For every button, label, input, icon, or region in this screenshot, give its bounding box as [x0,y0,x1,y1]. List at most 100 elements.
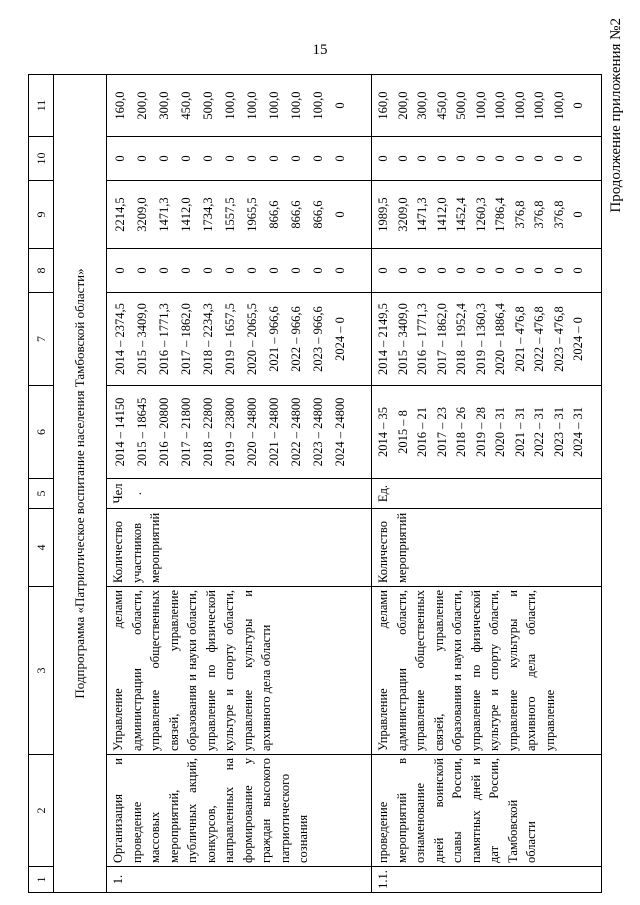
value-line: 2019 – 1657,5 [223,303,237,375]
column-number-cell: 5 [28,478,54,509]
value-line: 2017 – 1862,0 [434,303,449,375]
value-line: 1786,4 [493,197,507,232]
value-line: 0 [512,155,527,162]
value-line: 0 [267,267,281,274]
event-name-cell: Организация и проведение массовых меропр… [106,754,372,867]
value-line: 2018 – 1952,4 [454,303,468,375]
value-line: 0 [454,155,468,162]
value-line: 2020 – 24800 [245,397,259,467]
value-line: 100,0 [245,91,259,120]
value-line: 100,0 [512,91,527,120]
value-line: 100,0 [289,91,303,120]
value-line: 3209,0 [395,197,410,232]
value-line: 0 [333,267,347,274]
value-line: 0 [245,155,259,162]
value-line: 450,0 [434,91,449,120]
value-line: 0 [311,267,325,274]
value-line: 100,0 [267,91,281,120]
value-line: 2023 – 476,8 [551,306,566,372]
indicator-values-cell: 2014 – 14150 2015 – 18645 2016 – 20800 2017… [106,385,372,479]
value-line: 0 [201,155,215,162]
value-line: 2014 – 14150 [113,397,127,467]
unit-cell: Ед. [371,478,602,509]
column-number-cell: 3 [28,586,54,755]
value-line: 160,0 [113,91,127,120]
value-line: 2214,5 [113,197,127,232]
value-line: 0 [201,267,215,274]
value-line: 0 [532,155,546,162]
value-line: 450,0 [179,91,193,120]
value-line: 500,0 [201,91,215,120]
value-line: 2021 – 966,6 [267,306,281,372]
value-line: 2021 – 476,8 [512,306,527,372]
value-line: 2014 – 2149,5 [376,303,390,375]
column-number-cell: 1 [28,866,54,893]
value-line: 2018 – 26 [454,407,468,457]
funding-total-cell: 2014 – 2149,5 2015 – 3409,0 2016 – 1771,3 2… [371,292,602,386]
value-line: 0 [551,267,566,274]
column-number-cell: 8 [28,248,54,293]
value-line: 0 [532,267,546,274]
value-line: 2014 – 2374,5 [113,303,127,375]
value-line: 2015 – 3409,0 [135,303,149,375]
value-line: 2015 – 3409,0 [395,303,410,375]
value-list: 2014 – 2374,5 2015 – 3409,0 2016 – 1771,3 2… [109,296,351,382]
value-line: 0 [415,155,429,162]
value-line: 0 [395,155,410,162]
value-line: 2014 – 35 [376,407,390,457]
value-line: 1452,4 [454,197,468,232]
column-number-cell: 11 [28,74,54,137]
value-line: 2019 – 1360,3 [473,303,488,375]
column-number-cell: 9 [28,180,54,249]
value-line: 200,0 [395,91,410,120]
value-line: 1412,0 [434,197,449,232]
value-line: 2020 – 2065,5 [245,303,259,375]
value-line: 0 [512,267,527,274]
value-list: 2014 – 2149,5 2015 – 3409,0 2016 – 1771,3 2… [374,296,589,382]
value-line: 300,0 [415,91,429,120]
value-list: 160,0 200,0 300,0 450,0 500,0 100,0 100,0 100,0… [374,78,589,133]
value-line: 500,0 [454,91,468,120]
value-list: 1989,5 3209,0 1471,3 1412,0 1452,4 1260,3 1786… [374,184,589,245]
value-line: 376,8 [512,200,527,229]
value-line: 2020 – 1886,4 [493,303,507,375]
value-line: 0 [267,155,281,162]
column-11-cell: 160,0 200,0 300,0 450,0 500,0 100,0 100,0 100,0… [106,74,372,137]
value-line: 2021 – 31 [512,407,527,457]
column-numbers-row: 1 2 3 4 5 6 7 8 9 10 11 [28,74,54,893]
value-list: 2214,5 3209,0 1471,3 1412,0 1734,3 1557,5 1965… [109,184,351,245]
value-line: 2024 – 0 [333,317,347,361]
value-line: 0 [333,102,347,109]
value-line: 2022 – 31 [532,407,546,457]
value-line: 2022 – 476,8 [532,306,546,372]
event-name-cell: проведение мероприятий в ознаменование д… [371,754,602,867]
value-line: 0 [493,155,507,162]
value-line: 2017 – 23 [434,407,449,457]
value-line: 300,0 [157,91,171,120]
value-line: 1471,3 [415,197,429,232]
value-line: 866,6 [267,200,281,229]
value-line: 0 [157,155,171,162]
value-line: 2022 – 24800 [289,397,303,467]
value-line: 2023 – 966,6 [311,306,325,372]
value-line: 0 [113,155,127,162]
column-number-cell: 10 [28,136,54,181]
column-number-cell: 2 [28,754,54,867]
indicator-name-cell: Количество мероприятий [371,508,602,587]
column-number-cell: 7 [28,292,54,386]
value-line: 100,0 [551,91,566,120]
value-line: 2019 – 23800 [223,397,237,467]
value-line: 866,6 [311,200,325,229]
value-line: 0 [333,211,347,218]
value-line: 0 [135,155,149,162]
funding-total-cell: 2014 – 2374,5 2015 – 3409,0 2016 – 1771,3 2… [106,292,372,386]
row-number-cell: 1. [106,866,372,893]
value-line: 100,0 [532,91,546,120]
appendix-continuation-note: Продолжение приложения №2 [608,18,624,213]
